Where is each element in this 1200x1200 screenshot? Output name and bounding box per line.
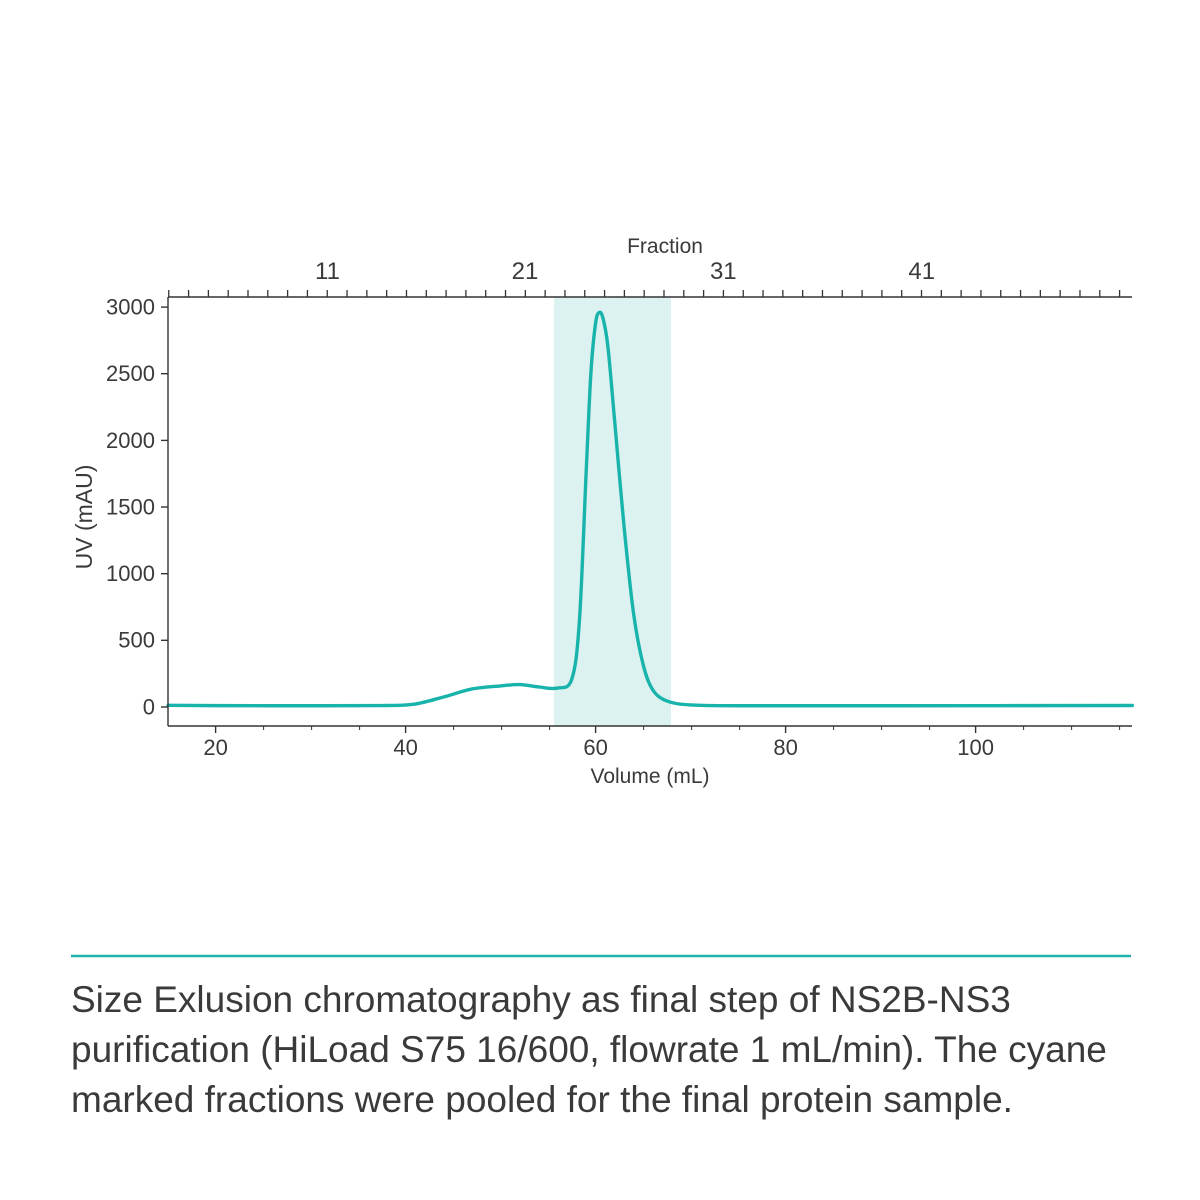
svg-text:2000: 2000 xyxy=(106,428,155,453)
svg-text:11: 11 xyxy=(315,258,340,285)
svg-text:80: 80 xyxy=(773,735,797,760)
svg-text:2500: 2500 xyxy=(106,361,155,386)
svg-text:UV (mAU): UV (mAU) xyxy=(71,465,97,570)
svg-text:21: 21 xyxy=(512,258,539,285)
svg-text:60: 60 xyxy=(583,735,607,760)
svg-text:Volume (mL): Volume (mL) xyxy=(590,765,709,788)
svg-text:41: 41 xyxy=(908,258,935,285)
svg-text:40: 40 xyxy=(393,735,417,760)
svg-text:1000: 1000 xyxy=(106,561,155,586)
svg-text:31: 31 xyxy=(710,258,737,285)
svg-text:500: 500 xyxy=(118,628,155,653)
svg-text:0: 0 xyxy=(143,694,155,719)
svg-text:100: 100 xyxy=(957,735,994,760)
svg-text:1500: 1500 xyxy=(106,494,155,519)
svg-text:Fraction: Fraction xyxy=(627,235,703,258)
svg-text:20: 20 xyxy=(203,735,227,760)
svg-text:3000: 3000 xyxy=(106,295,155,320)
